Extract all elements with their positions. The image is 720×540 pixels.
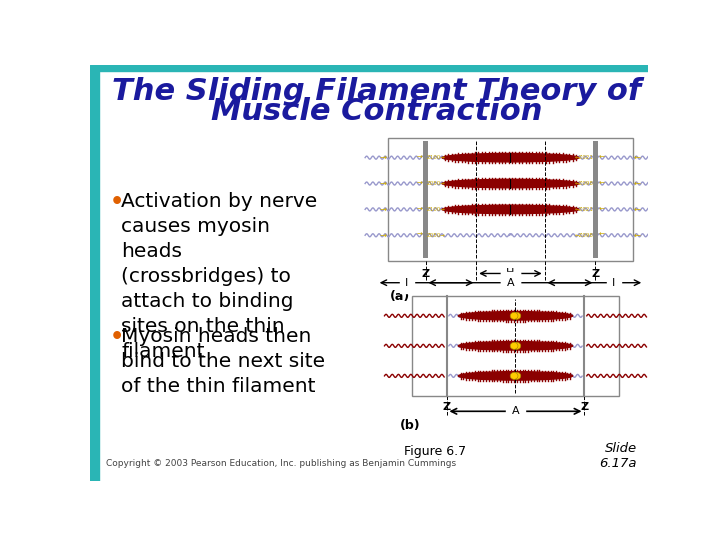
Bar bbox=[412, 296, 619, 396]
Text: ←Z098: ←Z098 bbox=[575, 233, 594, 238]
Text: ←: ← bbox=[634, 205, 641, 214]
Text: →: → bbox=[380, 179, 387, 188]
Ellipse shape bbox=[513, 342, 521, 349]
Text: ←Z021: ←Z021 bbox=[575, 207, 594, 212]
Text: ←: ← bbox=[634, 231, 641, 240]
Text: H: H bbox=[506, 268, 515, 279]
Text: •: • bbox=[110, 192, 125, 212]
Text: →: → bbox=[417, 232, 423, 238]
Text: Z: Z bbox=[591, 269, 599, 279]
Text: ←: ← bbox=[598, 206, 604, 212]
Bar bbox=[423, 141, 428, 258]
Text: ←Z098: ←Z098 bbox=[575, 181, 594, 186]
Ellipse shape bbox=[442, 179, 579, 188]
Text: I: I bbox=[612, 278, 616, 288]
Text: Z050→: Z050→ bbox=[427, 233, 446, 238]
Bar bbox=[593, 141, 598, 258]
Ellipse shape bbox=[513, 312, 521, 319]
Text: ←: ← bbox=[598, 180, 604, 186]
Text: Copyright © 2003 Pearson Education, Inc. publishing as Benjamin Cummings: Copyright © 2003 Pearson Education, Inc.… bbox=[106, 460, 456, 468]
Text: →: → bbox=[417, 180, 423, 186]
Ellipse shape bbox=[459, 372, 572, 380]
Text: ←: ← bbox=[634, 179, 641, 188]
Ellipse shape bbox=[513, 373, 521, 379]
Text: Z: Z bbox=[421, 269, 430, 279]
Ellipse shape bbox=[442, 153, 579, 162]
Ellipse shape bbox=[459, 342, 572, 350]
Ellipse shape bbox=[459, 312, 572, 320]
Text: ←: ← bbox=[598, 232, 604, 238]
Text: ←Z021: ←Z021 bbox=[575, 155, 594, 160]
Bar bbox=[90, 71, 99, 481]
Ellipse shape bbox=[442, 205, 579, 214]
Text: →: → bbox=[380, 205, 387, 214]
Text: Z: Z bbox=[442, 402, 451, 412]
Ellipse shape bbox=[510, 312, 518, 319]
Text: Z100→: Z100→ bbox=[427, 155, 446, 160]
Text: Z050→: Z050→ bbox=[427, 181, 446, 186]
Text: (b): (b) bbox=[400, 419, 420, 432]
Text: (a): (a) bbox=[390, 291, 410, 303]
Ellipse shape bbox=[510, 342, 518, 349]
Text: Activation by nerve
causes myosin
heads
(crossbridges) to
attach to binding
site: Activation by nerve causes myosin heads … bbox=[121, 192, 318, 361]
Text: ←: ← bbox=[634, 153, 641, 162]
Text: Z100→: Z100→ bbox=[427, 207, 446, 212]
Ellipse shape bbox=[510, 373, 518, 379]
Text: I: I bbox=[405, 278, 409, 288]
Text: •: • bbox=[110, 327, 125, 347]
Text: A: A bbox=[507, 278, 514, 288]
Text: Muscle Contraction: Muscle Contraction bbox=[211, 97, 542, 125]
Text: The Sliding Filament Theory of: The Sliding Filament Theory of bbox=[112, 77, 642, 106]
Text: Slide
6.17a: Slide 6.17a bbox=[600, 442, 637, 470]
Text: →: → bbox=[417, 206, 423, 212]
Bar bbox=[388, 138, 632, 261]
Text: →: → bbox=[380, 153, 387, 162]
Bar bbox=[90, 65, 648, 71]
Text: Myosin heads then
bind to the next site
of the thin filament: Myosin heads then bind to the next site … bbox=[121, 327, 325, 396]
Text: Z: Z bbox=[580, 402, 588, 412]
Text: A: A bbox=[512, 406, 519, 416]
Text: →: → bbox=[380, 231, 387, 240]
Text: ←: ← bbox=[598, 154, 604, 161]
Text: Figure 6.7: Figure 6.7 bbox=[404, 444, 466, 457]
Text: →: → bbox=[417, 154, 423, 161]
